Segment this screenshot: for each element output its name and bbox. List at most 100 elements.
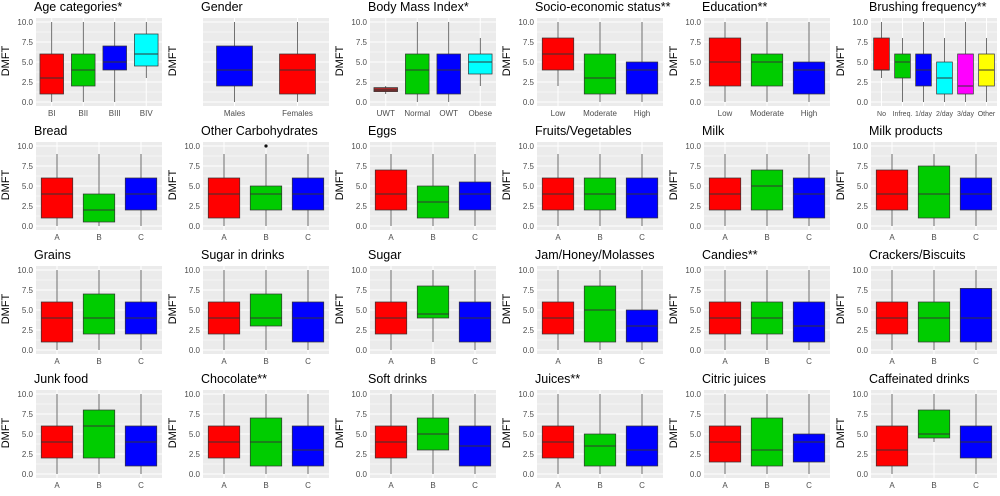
box	[40, 394, 74, 474]
x-tick-label: B	[931, 233, 936, 242]
y-tick-label: 7.5	[523, 38, 535, 47]
x-tick-label: 2/day	[936, 111, 954, 118]
y-tick-label: 5.0	[690, 430, 702, 439]
chart-title: Milk	[702, 124, 725, 138]
x-tick-label: C	[138, 357, 144, 366]
x-tick-label: Moderate	[750, 109, 784, 118]
box	[436, 22, 461, 102]
y-tick-label: 7.5	[690, 38, 702, 47]
boxplot-svg: 0.0 2.5 5.0 7.5 10.0 A B C	[351, 390, 496, 490]
box	[875, 270, 909, 350]
box	[959, 270, 993, 350]
box	[458, 394, 492, 474]
chart-title: Eggs	[368, 124, 397, 138]
y-tick-label: 0.0	[690, 470, 702, 479]
x-tick-label: Infreq.	[893, 111, 913, 118]
y-tick-label: 0.0	[189, 346, 201, 355]
boxplot-svg: 0.0 2.5 5.0 7.5 10.0 A B C	[17, 142, 162, 242]
y-tick-label: 2.5	[857, 326, 869, 335]
x-tick-label: A	[722, 357, 728, 366]
box	[750, 22, 784, 102]
x-tick-label: BII	[78, 109, 88, 118]
y-tick-label: 5.0	[189, 306, 201, 315]
boxplot-svg: 0.0 2.5 5.0 7.5 10.0 A B C	[852, 390, 997, 490]
y-tick-label: 0.0	[22, 346, 34, 355]
y-tick-label: 0.0	[189, 222, 201, 231]
box-body	[750, 417, 784, 467]
x-tick-label: BI	[48, 109, 56, 118]
chart-title: Caffeinated drinks	[869, 372, 970, 386]
box	[541, 154, 575, 226]
x-tick-label: B	[597, 481, 602, 490]
y-tick-label: 10.0	[17, 266, 33, 275]
x-tick-label: B	[96, 357, 101, 366]
y-tick-label: 7.5	[22, 162, 34, 171]
box-body	[436, 53, 461, 95]
chart-title: Crackers/Biscuits	[869, 248, 966, 262]
x-tick-label: B	[931, 481, 936, 490]
chart-panel: Eggs DMFT 0.0 2.5 5.0 7.5 10.0 A B C	[334, 124, 500, 247]
y-tick-label: 5.0	[356, 58, 368, 67]
box-body	[625, 61, 659, 95]
y-tick-label: 7.5	[22, 410, 34, 419]
chart-panel: Milk products DMFT 0.0 2.5 5.0 7.5 10.0 A B C	[835, 124, 1000, 247]
box-body	[792, 301, 826, 343]
y-tick-label: 0.0	[22, 470, 34, 479]
box	[405, 22, 430, 102]
x-tick-label: A	[889, 357, 895, 366]
y-tick-label: 0.0	[356, 98, 368, 107]
chart-panel: Other Carbohydrates DMFT 0.0 2.5 5.0 7.5 10.0 A…	[167, 124, 333, 247]
box	[416, 394, 450, 474]
box-body	[750, 169, 784, 211]
x-tick-label: A	[54, 481, 60, 490]
boxplot-svg: 0.0 2.5 5.0 7.5 10.0 A B C	[351, 266, 496, 366]
box	[957, 22, 974, 102]
boxplot-svg: 0.0 2.5 5.0 7.5 10.0 A B C	[17, 390, 162, 490]
y-tick-label: 10.0	[518, 142, 534, 151]
box	[541, 270, 575, 350]
y-tick-label: 7.5	[189, 162, 201, 171]
x-tick-label: C	[639, 357, 645, 366]
box-body	[468, 53, 493, 75]
box-body	[917, 165, 951, 219]
box	[917, 270, 951, 350]
box	[291, 154, 325, 226]
y-tick-label: 7.5	[523, 410, 535, 419]
boxplot-svg: 0.0 2.5 5.0 7.5 10.0 A B C	[17, 266, 162, 366]
boxplot-svg: 0.0 2.5 5.0 7.5 10.0 A B C	[685, 390, 830, 490]
box-body	[102, 45, 127, 71]
x-tick-label: B	[597, 233, 602, 242]
chart-panel: Citric juices DMFT 0.0 2.5 5.0 7.5 10.0 A B C	[668, 372, 834, 495]
x-tick-label: B	[263, 481, 268, 490]
box-body	[917, 409, 951, 439]
box-body	[458, 181, 492, 211]
box	[894, 38, 911, 102]
y-tick-label: 2.5	[189, 450, 201, 459]
y-tick-label: 5.0	[857, 306, 869, 315]
box	[124, 270, 158, 350]
y-tick-label: 0.0	[857, 470, 869, 479]
box	[915, 22, 932, 102]
chart-panel: Junk food DMFT 0.0 2.5 5.0 7.5 10.0 A B C	[0, 372, 166, 495]
y-tick-label: 0.0	[857, 346, 869, 355]
x-tick-label: C	[138, 481, 144, 490]
chart-title: Chocolate**	[201, 372, 268, 386]
y-tick-label: 7.5	[857, 38, 869, 47]
chart-panel: Jam/Honey/Molasses DMFT 0.0 2.5 5.0 7.5 10.0 A B…	[501, 248, 667, 371]
boxplot-svg: 0.0 2.5 5.0 7.5 10.0 A B C	[184, 266, 329, 366]
box-body	[792, 177, 826, 219]
y-tick-label: 5.0	[690, 182, 702, 191]
y-tick-label: 7.5	[22, 286, 34, 295]
y-tick-label: 7.5	[857, 162, 869, 171]
box	[917, 154, 951, 226]
y-tick-label: 10.0	[852, 142, 868, 151]
y-tick-label: 5.0	[523, 58, 535, 67]
box	[374, 270, 408, 350]
y-tick-label: 10.0	[685, 18, 701, 27]
y-tick-label: 5.0	[22, 182, 34, 191]
chart-title: Other Carbohydrates	[201, 124, 318, 138]
chart-panel: Gender DMFT Males Females	[167, 0, 333, 123]
box	[82, 154, 116, 226]
x-tick-label: A	[54, 233, 60, 242]
y-tick-label: 7.5	[356, 38, 368, 47]
